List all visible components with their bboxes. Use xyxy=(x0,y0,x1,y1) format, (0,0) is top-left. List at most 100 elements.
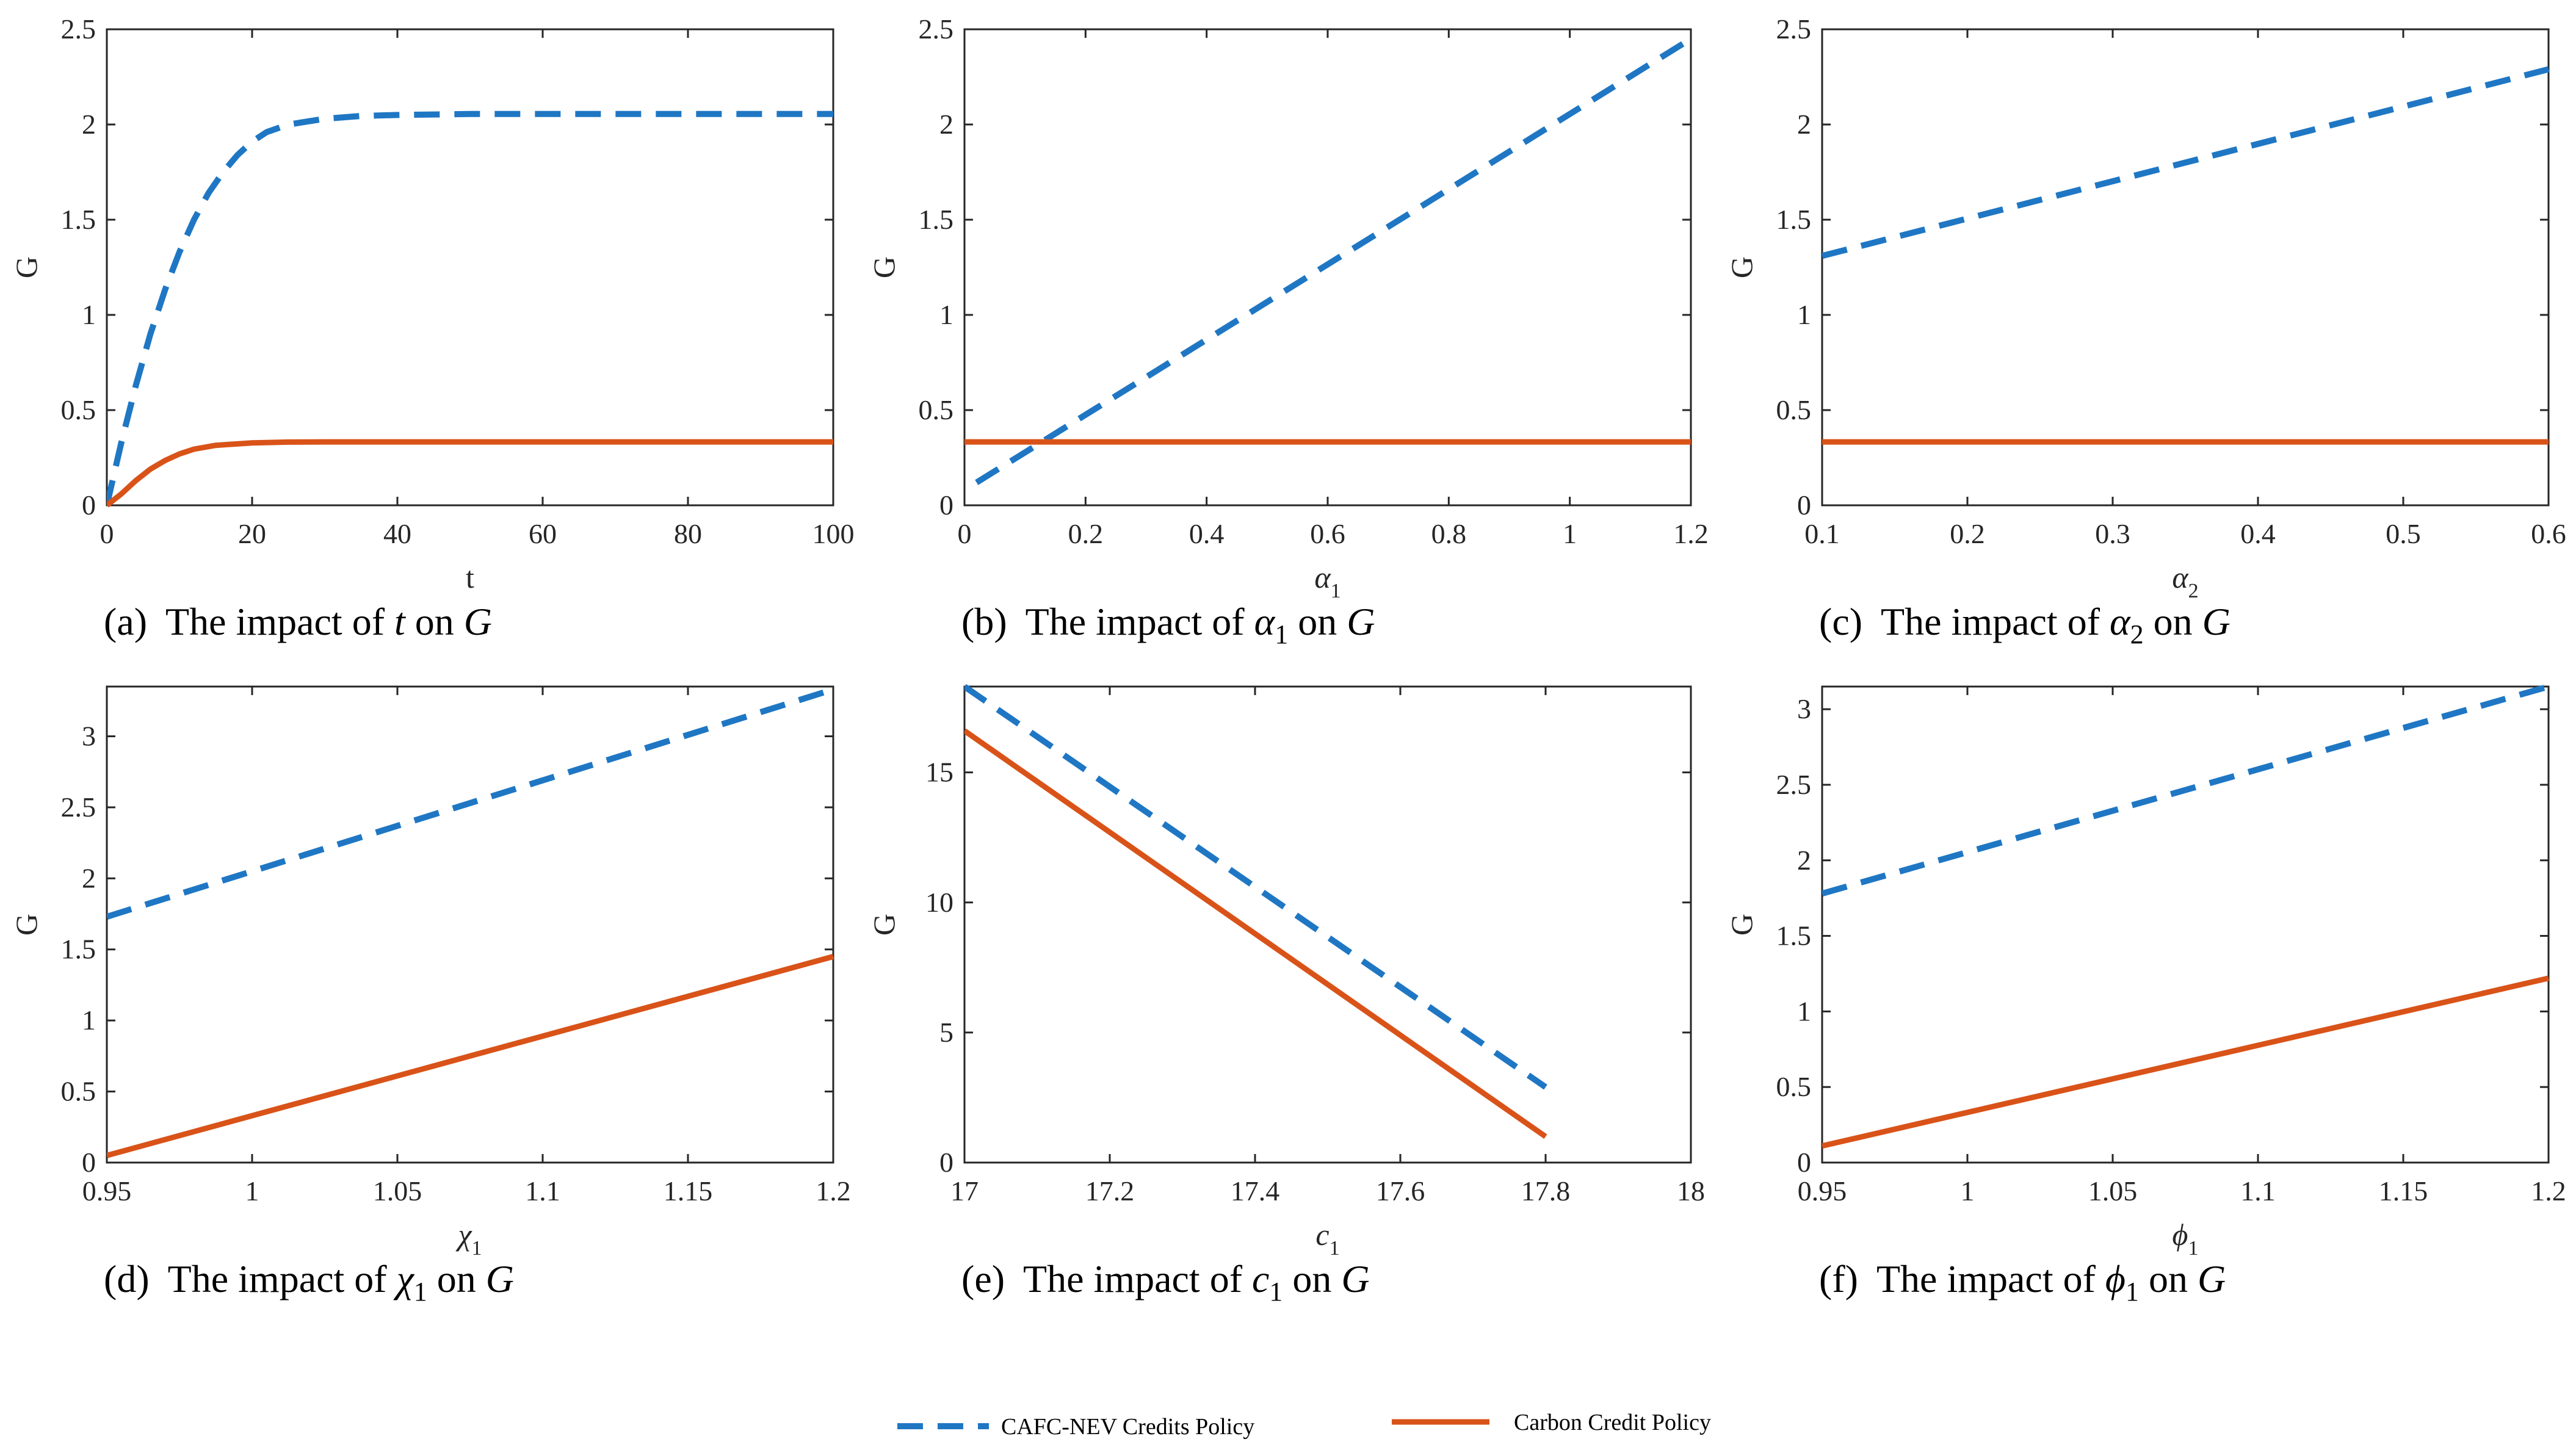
y-tick-label: 0 xyxy=(1797,489,1811,521)
y-tick-label: 2 xyxy=(1797,109,1811,140)
x-tick-label: 1.15 xyxy=(664,1175,713,1207)
x-tick-label: 0.4 xyxy=(1189,518,1225,549)
panel-caption: (b) The impact of α1 on G xyxy=(961,600,1375,649)
y-tick-label: 2.5 xyxy=(61,792,96,823)
caption-tag: (c) xyxy=(1819,600,1862,643)
x-axis-label: χ1 xyxy=(456,1217,482,1260)
y-tick-label: 1 xyxy=(939,299,953,330)
legend-label-cafc: CAFC-NEV Credits Policy xyxy=(1001,1414,1254,1440)
caption-tag: (b) xyxy=(961,600,1007,643)
x-tick-label: 1.15 xyxy=(2379,1175,2428,1207)
y-tick-label: 2.5 xyxy=(1776,769,1812,800)
x-axis-label-sub: 1 xyxy=(472,1237,482,1260)
x-tick-label: 0.1 xyxy=(1804,518,1840,549)
caption-var: α xyxy=(1254,600,1276,643)
y-tick-label: 0 xyxy=(82,1147,96,1178)
x-tick-label: 0.3 xyxy=(2095,518,2130,549)
x-tick-label: 1.05 xyxy=(373,1175,422,1207)
x-tick-label: 0.95 xyxy=(1798,1175,1847,1207)
x-axis-label-sub: 1 xyxy=(2188,1237,2198,1260)
y-tick-label: 3 xyxy=(1797,693,1811,724)
y-tick-label: 5 xyxy=(939,1017,953,1048)
caption-tag: (e) xyxy=(961,1257,1005,1300)
x-axis-label-main: c xyxy=(1315,1217,1329,1252)
series-line-cafc xyxy=(1822,684,2550,897)
y-tick-label: 1.5 xyxy=(919,204,954,235)
x-tick-label: 0.6 xyxy=(2531,518,2566,549)
x-tick-label: 1 xyxy=(1563,518,1577,549)
caption-text: The impact of xyxy=(165,600,385,643)
y-tick-label: 1.5 xyxy=(1776,204,1812,235)
x-tick-label: 80 xyxy=(674,518,702,549)
x-tick-label: 1.2 xyxy=(1673,518,1709,549)
y-tick-label: 1.5 xyxy=(1776,920,1812,951)
caption-tag: (a) xyxy=(104,600,147,643)
x-axis-label-main: χ xyxy=(456,1217,473,1252)
series-line-cafc xyxy=(975,36,1693,485)
x-tick-label: 0.5 xyxy=(2386,518,2421,549)
series-line-carbon xyxy=(964,728,1547,1139)
plot-frame xyxy=(106,685,834,1164)
x-axis-label: c1 xyxy=(1315,1217,1339,1260)
series-line-cafc xyxy=(107,110,833,507)
caption-var: ϕ xyxy=(2105,1257,2126,1300)
x-axis-label-main: t xyxy=(466,560,474,594)
y-tick-label: 0 xyxy=(939,1147,953,1178)
x-tick-label: 40 xyxy=(383,518,411,549)
y-axis-label: G xyxy=(1724,914,1759,936)
series-line-cafc xyxy=(107,686,834,920)
caption-text: The impact of xyxy=(1023,1257,1243,1300)
x-tick-label: 1.2 xyxy=(816,1175,851,1207)
x-axis-label: t xyxy=(466,560,474,594)
caption-var-sub: 1 xyxy=(2126,1277,2139,1307)
x-tick-label: 17.8 xyxy=(1521,1175,1571,1207)
series-line-cafc xyxy=(964,684,1547,1090)
x-tick-label: 60 xyxy=(529,518,557,549)
caption-var: α xyxy=(2110,600,2131,643)
x-tick-label: 1.1 xyxy=(525,1175,560,1207)
x-tick-label: 1 xyxy=(245,1175,259,1207)
panel-caption: (c) The impact of α2 on G xyxy=(1819,600,2230,649)
x-tick-label: 1 xyxy=(1961,1175,1975,1207)
caption-text: The impact of xyxy=(1026,600,1245,643)
x-tick-label: 0.2 xyxy=(1068,518,1104,549)
x-tick-label: 17.2 xyxy=(1085,1175,1135,1207)
x-tick-label: 1.05 xyxy=(2088,1175,2138,1207)
caption-target: G xyxy=(2202,600,2230,643)
x-tick-label: 0 xyxy=(958,518,972,549)
y-tick-label: 2 xyxy=(939,109,953,140)
y-tick-label: 0 xyxy=(1797,1147,1811,1178)
x-axis-label-main: α xyxy=(2172,560,2189,594)
x-tick-label: 17 xyxy=(950,1175,979,1207)
caption-target: G xyxy=(2198,1257,2226,1300)
panel-caption: (f) The impact of ϕ1 on G xyxy=(1819,1257,2226,1307)
x-axis-label-sub: 1 xyxy=(1331,580,1341,602)
caption-tag: (d) xyxy=(104,1257,150,1300)
caption-tail: on xyxy=(2154,600,2193,643)
y-tick-label: 0 xyxy=(82,489,96,521)
y-tick-label: 0.5 xyxy=(61,1076,96,1107)
caption-tail: on xyxy=(1298,600,1337,643)
x-axis-label-sub: 2 xyxy=(2188,580,2199,602)
x-tick-label: 20 xyxy=(238,518,266,549)
caption-target: G xyxy=(1341,1257,1369,1300)
y-tick-label: 1.5 xyxy=(61,204,96,235)
x-tick-label: 0.8 xyxy=(1431,518,1467,549)
x-tick-label: 18 xyxy=(1677,1175,1705,1207)
y-tick-label: 2.5 xyxy=(919,13,954,45)
y-tick-label: 1 xyxy=(1797,995,1811,1026)
y-tick-label: 2 xyxy=(1797,845,1811,876)
caption-var-sub: 2 xyxy=(2130,619,2144,649)
y-tick-label: 1.5 xyxy=(61,934,96,965)
caption-target: G xyxy=(464,600,492,643)
x-tick-label: 0 xyxy=(100,518,114,549)
series-line-cafc xyxy=(1822,66,2550,259)
y-tick-label: 0.5 xyxy=(1776,1071,1812,1102)
series-line-carbon xyxy=(107,954,834,1158)
y-axis-label: G xyxy=(9,914,43,936)
